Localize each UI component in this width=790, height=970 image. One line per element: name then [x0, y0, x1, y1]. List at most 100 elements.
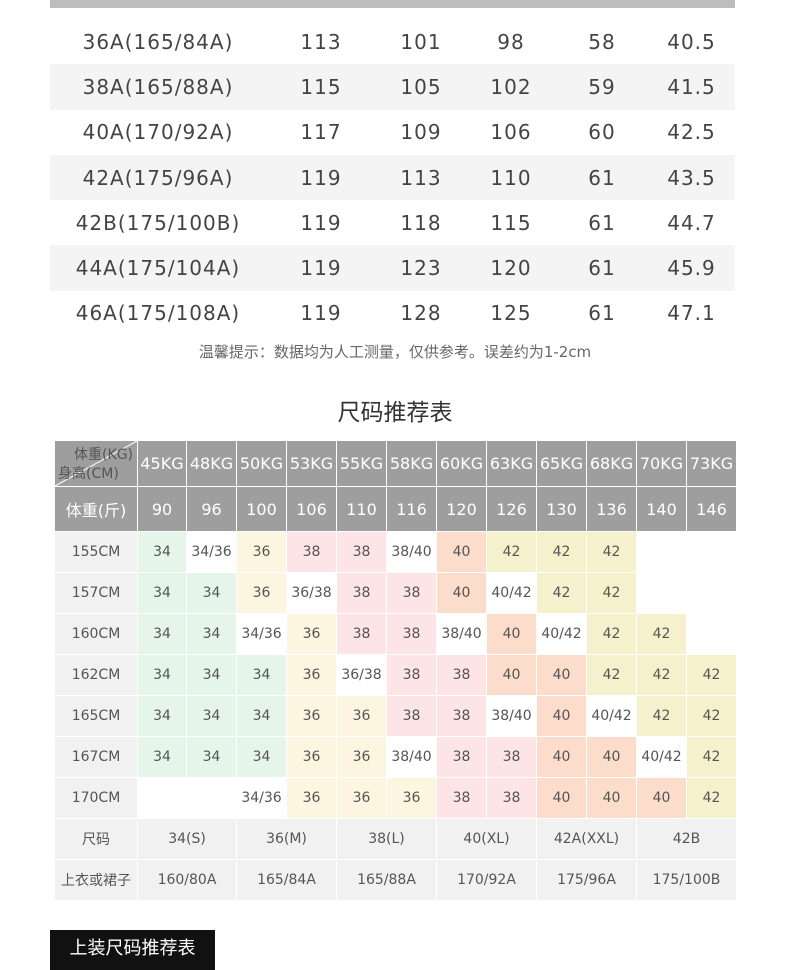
- height-label: 162CM: [55, 655, 137, 695]
- table-row: 167CM 34 34 34 36 36 38/40 38 38 40 40 40/42 42: [55, 737, 736, 777]
- size-cell: 34: [138, 655, 186, 695]
- size-cell: 40/42: [587, 696, 636, 736]
- weight-jin-header: 116: [387, 487, 436, 531]
- measure-cell: 43.5: [667, 165, 716, 190]
- size-cell: 34: [187, 655, 236, 695]
- corner-diagonal: [55, 441, 137, 486]
- size-cell: 40: [587, 737, 636, 777]
- measure-cell: 47.1: [667, 301, 716, 326]
- weight-kg-header: 63KG: [487, 441, 536, 486]
- measure-cell: 118: [400, 210, 442, 235]
- size-cell: 42: [587, 573, 636, 613]
- size-cell: 34/36: [237, 778, 286, 818]
- size-cell: 38/40: [387, 737, 436, 777]
- size-cell: 42: [687, 737, 736, 777]
- weight-jin-header: 130: [537, 487, 586, 531]
- weight-jin-header: 146: [687, 487, 736, 531]
- measure-cell: 98: [497, 29, 525, 54]
- table-row: 160CM 34 34 34/36 36 38 38 38/40 40 40/42 42 42: [55, 614, 736, 654]
- size-cell: 36: [287, 655, 336, 695]
- size-cell: 34: [138, 696, 186, 736]
- weight-jin-header: 120: [437, 487, 486, 531]
- size-cell: 38: [437, 696, 486, 736]
- size-cell: 40: [537, 655, 586, 695]
- tops-value: 165/84A: [237, 860, 336, 900]
- measure-cell: 44.7: [667, 210, 716, 235]
- measure-cell: 106: [490, 120, 532, 145]
- size-cell: 42: [487, 532, 536, 572]
- size-value: 34(S): [138, 819, 236, 859]
- measure-cell: 119: [300, 301, 342, 326]
- size-cell: [687, 573, 736, 613]
- size-cell: 36: [387, 778, 436, 818]
- size-cell: 38: [337, 614, 386, 654]
- section-tag: 上装尺码推荐表: [50, 930, 215, 970]
- measure-cell: 42.5: [667, 120, 716, 145]
- size-cell: 36: [287, 737, 336, 777]
- measure-cell: 123: [400, 256, 442, 281]
- weight-kg-header: 65KG: [537, 441, 586, 486]
- size-cell: [687, 614, 736, 654]
- size-cell: 38: [337, 573, 386, 613]
- size-code-cell: 38A(165/88A): [82, 74, 234, 99]
- size-value: 36(M): [237, 819, 336, 859]
- table-row: 46A(175/108A) 119 128 125 61 47.1: [50, 291, 735, 336]
- weight-kg-header: 55KG: [337, 441, 386, 486]
- measure-cell: 61: [588, 256, 616, 281]
- weight-kg-header: 68KG: [587, 441, 636, 486]
- measurement-note: 温馨提示：数据均为人工测量，仅供参考。误差约为1-2cm: [198, 343, 592, 361]
- weight-kg-header: 48KG: [187, 441, 236, 486]
- size-cell: 38/40: [437, 614, 486, 654]
- jin-label: 体重(斤): [55, 487, 137, 531]
- measure-cell: 60: [588, 120, 616, 145]
- size-cell: 38: [387, 655, 436, 695]
- table-row: 40A(170/92A) 117 109 106 60 42.5: [50, 110, 735, 155]
- size-cell: 38: [387, 696, 436, 736]
- table-row: 170CM 34/36 36 36 36 38 38 40 40 40 42: [55, 778, 736, 818]
- measure-cell: 119: [300, 256, 342, 281]
- size-cell: 38: [387, 614, 436, 654]
- measure-cell: 128: [400, 301, 442, 326]
- size-code-cell: 44A(175/104A): [75, 256, 241, 281]
- size-cell: 36: [287, 696, 336, 736]
- table-row: 42B(175/100B) 119 118 115 61 44.7: [50, 200, 735, 245]
- size-cell: 38: [437, 655, 486, 695]
- size-cell: 42: [537, 532, 586, 572]
- size-cell: 40: [437, 573, 486, 613]
- height-label: 170CM: [55, 778, 137, 818]
- weight-kg-header: 70KG: [637, 441, 686, 486]
- size-cell: 40: [487, 655, 536, 695]
- size-cell: 34: [187, 614, 236, 654]
- size-cell: 34/36: [187, 532, 236, 572]
- weight-jin-header: 96: [187, 487, 236, 531]
- size-cell: 38: [337, 532, 386, 572]
- size-cell: 40: [587, 778, 636, 818]
- recommend-title: 尺码推荐表: [337, 400, 453, 426]
- size-cell: 36: [337, 778, 386, 818]
- size-cell: 42: [587, 655, 636, 695]
- size-cell: [138, 778, 186, 818]
- size-cell: 40: [487, 614, 536, 654]
- size-cell: 38: [387, 573, 436, 613]
- size-cell: 38/40: [487, 696, 536, 736]
- table-corner: 体重(KG) 身高(CM): [55, 441, 137, 486]
- size-cell: 42: [587, 532, 636, 572]
- size-cell: 34: [138, 573, 186, 613]
- size-cell: 36: [337, 696, 386, 736]
- table-row: 165CM 34 34 34 36 36 38 38 38/40 40 40/42 42 42: [55, 696, 736, 736]
- height-label: 157CM: [55, 573, 137, 613]
- weight-jin-header: 140: [637, 487, 686, 531]
- height-label: 155CM: [55, 532, 137, 572]
- size-cell: 36: [287, 778, 336, 818]
- size-cell: 40/42: [637, 737, 686, 777]
- tops-value: 160/80A: [138, 860, 236, 900]
- tops-value: 175/100B: [637, 860, 736, 900]
- measure-cell: 41.5: [667, 74, 716, 99]
- table-row: 155CM 34 34/36 36 38 38 38/40 40 42 42 42: [55, 532, 736, 572]
- weight-kg-header: 45KG: [138, 441, 186, 486]
- size-cell: 40: [537, 778, 586, 818]
- size-cell: 42: [637, 614, 686, 654]
- table-row: 162CM 34 34 34 36 36/38 38 38 40 40 42 42 42: [55, 655, 736, 695]
- size-cell: 34: [187, 737, 236, 777]
- size-cell: 36: [237, 573, 286, 613]
